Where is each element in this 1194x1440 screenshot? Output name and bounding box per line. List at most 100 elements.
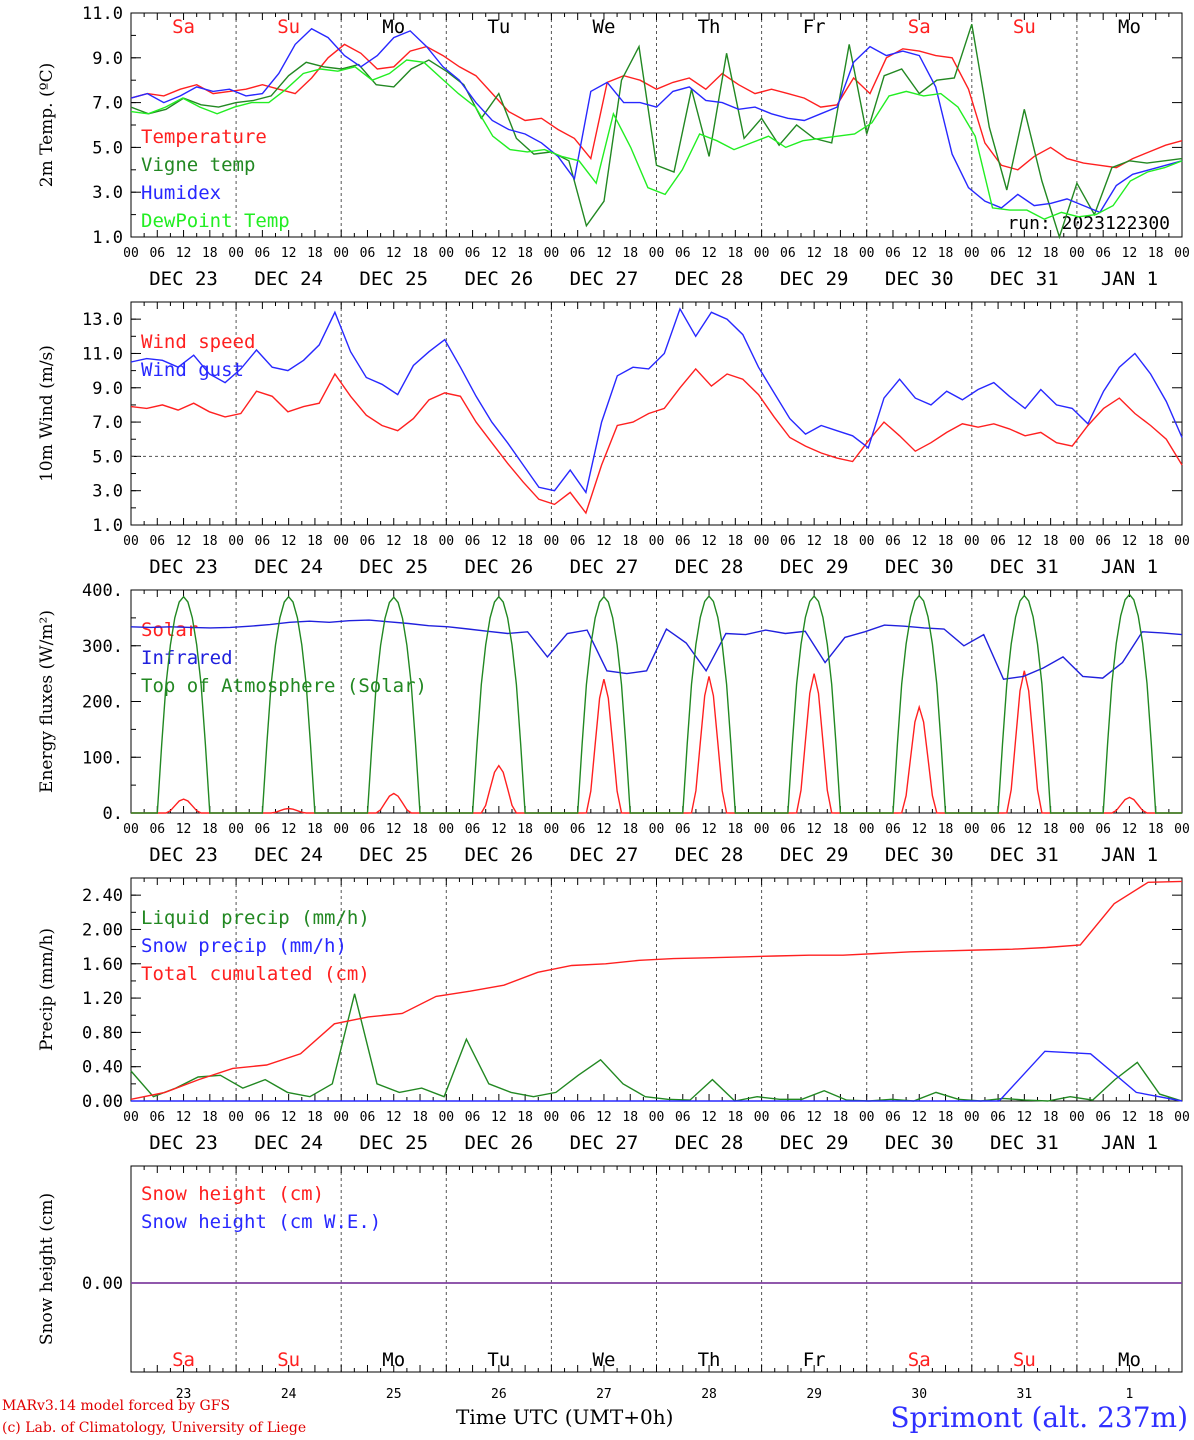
series-line-dewpoint-temp [130,59,1183,220]
hour-tick-label: 00 [649,1110,665,1125]
hour-tick-label: 06 [149,534,165,549]
legend-entry: DewPoint Temp [141,210,290,232]
hour-tick-label: 00 [438,1110,454,1125]
hour-tick-label: 12 [1122,534,1138,549]
hour-tick-label: 12 [281,534,297,549]
hour-tick-label: 18 [1148,822,1164,837]
hour-tick-label: 00 [859,1110,875,1125]
date-label: DEC 25 [359,556,428,578]
hour-tick-label: 12 [176,246,192,261]
hour-tick-label: 18 [727,246,743,261]
hour-tick-label: 00 [1069,246,1085,261]
series-line-temperature [130,43,1183,171]
date-label: DEC 27 [570,556,639,578]
date-label: DEC 27 [570,1132,639,1154]
hour-tick-label: 00 [438,534,454,549]
y-tick-label: 1.60 [82,955,123,975]
hour-tick-label: 12 [806,1110,822,1125]
date-label: DEC 28 [675,556,744,578]
date-label: JAN 1 [1101,1132,1158,1154]
hour-tick-label: 00 [1069,1110,1085,1125]
day-number: 28 [701,1387,717,1400]
hour-tick-label: 00 [964,1110,980,1125]
hour-tick-label: 00 [649,534,665,549]
hour-tick-label: 06 [465,534,481,549]
hour-tick-label: 18 [1148,534,1164,549]
y-tick-label: 400. [82,581,123,601]
hour-tick-label: 12 [806,822,822,837]
day-name: We [593,16,616,38]
hour-tick-label: 00 [123,1110,139,1125]
legend-entry: Liquid precip (mm/h) [141,907,370,929]
hour-tick-label: 06 [780,246,796,261]
date-label: DEC 25 [359,1132,428,1154]
hour-tick-label: 12 [386,1110,402,1125]
hour-tick-label: 00 [649,246,665,261]
hour-tick-label: 12 [911,1110,927,1125]
hour-tick-label: 06 [990,534,1006,549]
hour-tick-label: 18 [622,534,638,549]
date-label: DEC 29 [780,1132,849,1154]
hour-tick-label: 18 [307,246,323,261]
hour-tick-label: 00 [964,534,980,549]
y-tick-label: 11.0 [82,4,123,24]
hour-tick-label: 06 [255,822,271,837]
hour-tick-label: 00 [544,246,560,261]
y-tick-label: 11.0 [82,344,123,364]
y-tick-label: 0. [103,804,123,824]
date-label: DEC 31 [990,1132,1059,1154]
hour-tick-label: 06 [1095,534,1111,549]
hour-tick-label: 18 [202,822,218,837]
plot-frame [130,589,1183,814]
y-axis-label: 2m Temp. (ºC) [37,63,57,188]
hour-tick-label: 18 [938,246,954,261]
hour-tick-label: 06 [1095,1110,1111,1125]
hour-tick-label: 00 [754,822,770,837]
hour-tick-label: 00 [438,822,454,837]
hour-tick-label: 12 [281,822,297,837]
hour-tick-label: 06 [255,534,271,549]
hour-tick-label: 18 [307,534,323,549]
y-axis-label: 10m Wind (m/s) [37,345,57,482]
hour-tick-label: 18 [412,534,428,549]
hour-tick-label: 18 [517,822,533,837]
day-name: Sa [908,1349,931,1371]
legend-entry: Solar [141,619,198,641]
legend-entry: Temperature [141,126,267,148]
hour-tick-label: 12 [1122,822,1138,837]
hour-tick-label: 00 [859,534,875,549]
date-label: DEC 29 [780,268,849,290]
y-tick-label: 0.40 [82,1058,123,1078]
day-name: Tu [487,16,510,38]
hour-tick-label: 12 [491,534,507,549]
y-tick-label: 13.0 [82,310,123,330]
date-label: DEC 26 [465,268,534,290]
y-tick-label: 7.0 [92,413,123,433]
y-tick-label: 9.0 [92,49,123,69]
hour-tick-label: 06 [780,534,796,549]
legend-entry: Vigne temp [141,154,255,176]
hour-tick-label: 06 [255,1110,271,1125]
hour-tick-label: 06 [885,246,901,261]
hour-tick-label: 12 [386,534,402,549]
hour-tick-label: 06 [1095,822,1111,837]
hour-tick-label: 06 [360,1110,376,1125]
hour-tick-label: 00 [228,246,244,261]
hour-tick-label: 06 [675,1110,691,1125]
hour-tick-label: 06 [360,534,376,549]
hour-tick-label: 18 [202,246,218,261]
date-label: DEC 30 [885,556,954,578]
date-label: DEC 25 [359,844,428,866]
hour-tick-label: 12 [386,246,402,261]
hour-tick-label: 18 [622,1110,638,1125]
date-label: JAN 1 [1101,844,1158,866]
hour-tick-label: 12 [176,534,192,549]
hour-tick-label: 06 [885,534,901,549]
date-label: DEC 26 [465,844,534,866]
hour-tick-label: 18 [727,822,743,837]
hour-tick-label: 18 [1043,822,1059,837]
date-label: DEC 26 [465,556,534,578]
y-tick-label: 5.0 [92,138,123,158]
hour-tick-label: 18 [938,1110,954,1125]
hour-tick-label: 06 [149,246,165,261]
